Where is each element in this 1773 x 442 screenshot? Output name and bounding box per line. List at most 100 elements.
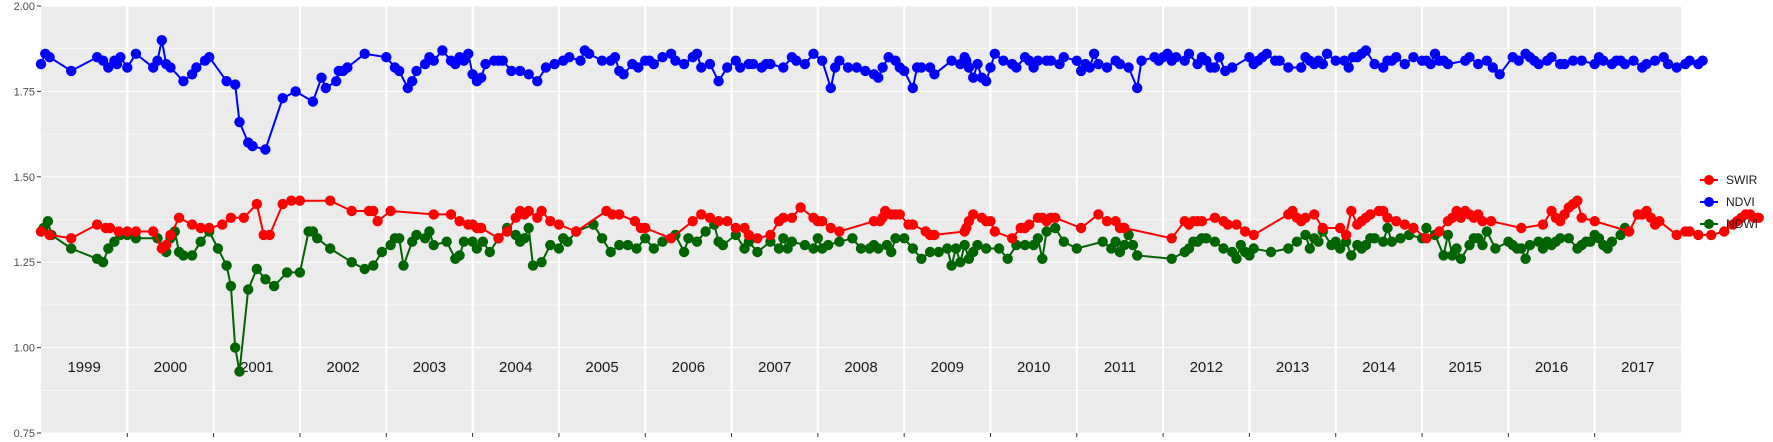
- ndvi-point: [981, 76, 992, 87]
- series-swir: [35, 195, 1764, 254]
- ndwi-point: [981, 243, 992, 254]
- ndwi-point: [109, 236, 120, 247]
- ndvi-point: [657, 52, 668, 63]
- ndwi-point: [1395, 233, 1406, 244]
- year-label: 2016: [1535, 359, 1568, 376]
- ndwi-point: [212, 243, 224, 254]
- ndwi-point: [1490, 243, 1501, 254]
- ndwi-point: [972, 239, 983, 251]
- swir-point: [730, 222, 741, 234]
- ndvi-point: [1261, 48, 1272, 59]
- ndwi-point: [454, 250, 465, 261]
- ndvi-point: [1093, 58, 1104, 70]
- ndvi-point: [877, 62, 888, 73]
- ndwi-point: [1451, 243, 1462, 254]
- swir-point: [1684, 226, 1695, 237]
- swir-point: [1753, 212, 1764, 223]
- ndvi-point: [696, 62, 707, 73]
- swir-point: [614, 209, 625, 220]
- ndvi-point: [1464, 52, 1475, 63]
- ndwi-point: [484, 246, 495, 258]
- ndwi-point: [536, 257, 547, 268]
- ndwi-point: [312, 233, 323, 244]
- swir-point: [1434, 226, 1445, 237]
- ndwi-point: [640, 233, 651, 244]
- ndwi-point: [648, 243, 659, 254]
- swir-point: [445, 209, 457, 220]
- ndvi-point: [907, 82, 918, 94]
- swir-point: [385, 205, 396, 217]
- swir-point: [372, 216, 383, 227]
- ndwi-point: [1346, 250, 1357, 261]
- swir-point: [795, 202, 806, 213]
- swir-point: [1706, 229, 1717, 241]
- year-label: 2009: [931, 359, 964, 376]
- ndvi-point: [122, 62, 133, 73]
- swir-point: [523, 205, 534, 217]
- year-label: 2002: [326, 359, 359, 376]
- swir-point: [1101, 216, 1113, 227]
- ndvi-point: [678, 58, 690, 70]
- ndwi-point: [1265, 246, 1277, 258]
- ndwi-point: [717, 239, 729, 251]
- ndvi-point: [480, 58, 491, 70]
- ndwi-point: [458, 236, 470, 247]
- ndvi-point: [946, 55, 957, 66]
- swir-point: [66, 233, 77, 244]
- ndwi-point: [1283, 243, 1294, 254]
- swir-point: [476, 222, 487, 234]
- swir-point: [1222, 219, 1234, 230]
- swir-point: [454, 216, 465, 227]
- ndvi-point: [713, 76, 724, 87]
- ndvi-point: [1533, 58, 1544, 70]
- swir-point: [1334, 222, 1346, 234]
- ndvi-point: [1598, 55, 1609, 66]
- ndwi-point: [519, 233, 530, 244]
- ndvi-point: [204, 52, 215, 63]
- ndwi-point: [1291, 236, 1303, 247]
- year-label: 2010: [1017, 359, 1050, 376]
- ndwi-point: [1334, 243, 1346, 254]
- swir-point: [277, 198, 288, 210]
- ndwi-point: [359, 263, 370, 275]
- swir-point: [765, 229, 776, 241]
- ndwi-point: [1382, 222, 1393, 234]
- swir-point: [91, 219, 103, 230]
- ndwi-point: [1369, 233, 1380, 244]
- ndvi-point: [817, 55, 828, 66]
- ndwi-point: [1524, 239, 1536, 251]
- swir-point: [1399, 219, 1411, 230]
- ndvi-point: [463, 48, 474, 59]
- ndwi-point: [523, 222, 534, 234]
- ndwi-point: [622, 239, 634, 251]
- ndwi-point: [1606, 236, 1618, 247]
- swir-point: [204, 222, 215, 234]
- swir-point: [1654, 216, 1665, 227]
- year-label: 2014: [1362, 359, 1395, 376]
- ndvi-point: [411, 65, 422, 77]
- swir-point: [786, 212, 798, 223]
- year-label: 2007: [758, 359, 791, 376]
- swir-point: [1477, 216, 1488, 227]
- ndwi-point: [1119, 239, 1130, 251]
- swir-point: [1693, 229, 1704, 241]
- ndwi-point: [691, 236, 703, 247]
- ndvi-point: [165, 62, 176, 73]
- ndwi-point: [1037, 253, 1048, 264]
- ndvi-point: [1619, 58, 1631, 70]
- ndwi-point: [553, 243, 565, 254]
- year-label: 2008: [844, 359, 877, 376]
- ndwi-point: [186, 250, 198, 261]
- ndwi-point: [1248, 243, 1259, 254]
- ndwi-point: [281, 267, 293, 278]
- ndvi-point: [1045, 55, 1057, 66]
- ndvi-point: [1473, 58, 1484, 70]
- swir-point: [1485, 216, 1497, 227]
- y-tick-label: 1.00: [14, 343, 35, 355]
- ndvi-point: [704, 58, 716, 70]
- ndvi-point: [1183, 48, 1195, 59]
- ndwi-point: [657, 236, 668, 247]
- ndwi-point: [596, 233, 608, 244]
- swir-point: [1340, 229, 1352, 241]
- ndwi-point: [325, 243, 336, 254]
